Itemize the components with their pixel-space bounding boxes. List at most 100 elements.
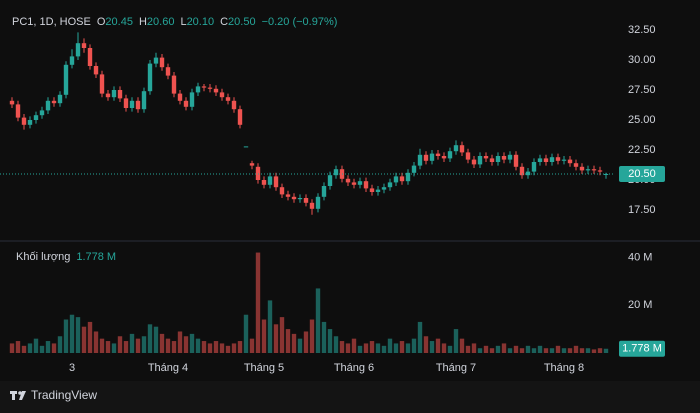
volume-bar	[291, 333, 297, 353]
candle-body	[201, 86, 207, 88]
volume-bar	[81, 326, 87, 353]
candle-body	[483, 156, 489, 159]
candle-body	[303, 198, 309, 203]
ohlc-label: C	[220, 16, 228, 28]
volume-bar	[45, 341, 51, 353]
volume-bar	[153, 326, 159, 353]
volume-bar	[303, 331, 309, 353]
volume-bar	[195, 338, 201, 353]
candle-body	[471, 159, 477, 165]
volume-bar	[165, 338, 171, 353]
candle-body	[333, 169, 339, 176]
volume-bar	[213, 341, 219, 353]
candle-body	[489, 158, 495, 162]
ohlc-value: 20.10	[187, 16, 215, 28]
candle-body	[243, 146, 249, 148]
candle-body	[435, 153, 441, 156]
volume-bar	[39, 345, 45, 353]
last-volume-label: 1.778 M	[622, 343, 662, 355]
candle-body	[441, 156, 447, 159]
volume-bar	[123, 341, 129, 353]
candle-body	[177, 93, 183, 101]
candle-body	[33, 115, 39, 120]
volume-bar	[327, 329, 333, 353]
volume-bar	[315, 288, 321, 353]
volume-bar	[513, 345, 519, 353]
candle-body	[453, 145, 459, 152]
candle-body	[375, 189, 381, 192]
volume-bar	[453, 329, 459, 353]
footer-bar	[0, 381, 700, 413]
candle-body	[99, 74, 105, 94]
volume-bar	[579, 348, 585, 353]
x-tick-label: Tháng 8	[544, 362, 584, 374]
x-tick-label: Tháng 6	[334, 362, 374, 374]
x-tick-label: 3	[69, 362, 75, 374]
candle-body	[69, 56, 75, 65]
candle-body	[513, 154, 519, 167]
volume-bar	[519, 348, 525, 353]
volume-bar	[465, 345, 471, 353]
volume-bar	[483, 345, 489, 353]
volume-bar	[411, 338, 417, 353]
candle-body	[45, 100, 51, 111]
volume-bar	[33, 338, 39, 353]
volume-bar	[57, 336, 63, 353]
candle-body	[399, 176, 405, 182]
candle-body	[147, 63, 153, 92]
y-tick-label: 25.00	[628, 114, 656, 126]
volume-bar	[255, 252, 261, 353]
candle-body	[417, 154, 423, 166]
volume-legend: Khối lượng 1.778 M	[16, 251, 116, 263]
volume-bar	[489, 348, 495, 353]
ohlc-label: H	[139, 16, 147, 28]
volume-bar	[171, 341, 177, 353]
y-tick-label: 27.50	[628, 84, 656, 96]
candle-body	[411, 165, 417, 173]
candle-body	[273, 176, 279, 188]
volume-bar	[387, 338, 393, 353]
volume-bar	[333, 336, 339, 353]
volume-bar	[549, 348, 555, 353]
candle-body	[363, 181, 369, 189]
volume-bar	[183, 336, 189, 353]
volume-tick-label: 20 M	[628, 299, 652, 311]
candle-body	[525, 171, 531, 176]
brand-logo	[10, 391, 26, 400]
candle-body	[447, 151, 453, 159]
candle-body	[261, 180, 267, 185]
candle-body	[27, 120, 33, 125]
change: −0.20 (−0.97%)	[262, 16, 338, 28]
volume-bar	[249, 338, 255, 353]
candle-body	[15, 104, 21, 118]
volume-bar	[537, 345, 543, 353]
candle-body	[189, 92, 195, 107]
volume-bar	[525, 345, 531, 353]
volume-bar	[531, 348, 537, 353]
volume-bar	[441, 343, 447, 353]
candle-body	[387, 182, 393, 188]
volume-bar	[135, 338, 141, 353]
candle-body	[141, 91, 147, 110]
volume-value: 1.778 M	[76, 251, 116, 263]
candle-body	[255, 166, 261, 180]
candle-body	[393, 176, 399, 183]
volume-bar	[147, 324, 153, 353]
volume-bar	[87, 321, 93, 353]
ohlc-label: L	[180, 16, 186, 28]
candle-body	[561, 159, 567, 161]
candle-body	[63, 64, 69, 95]
candle-body	[309, 202, 315, 209]
volume-bar	[405, 343, 411, 353]
volume-bar	[459, 338, 465, 353]
x-tick-label: Tháng 7	[436, 362, 476, 374]
volume-bar	[351, 338, 357, 353]
volume-bar	[105, 341, 111, 353]
volume-bar	[561, 348, 567, 353]
candle-body	[159, 57, 165, 68]
x-tick-label: Tháng 5	[244, 362, 284, 374]
volume-bar	[375, 343, 381, 353]
volume-bar	[399, 341, 405, 353]
candle-body	[597, 170, 603, 172]
